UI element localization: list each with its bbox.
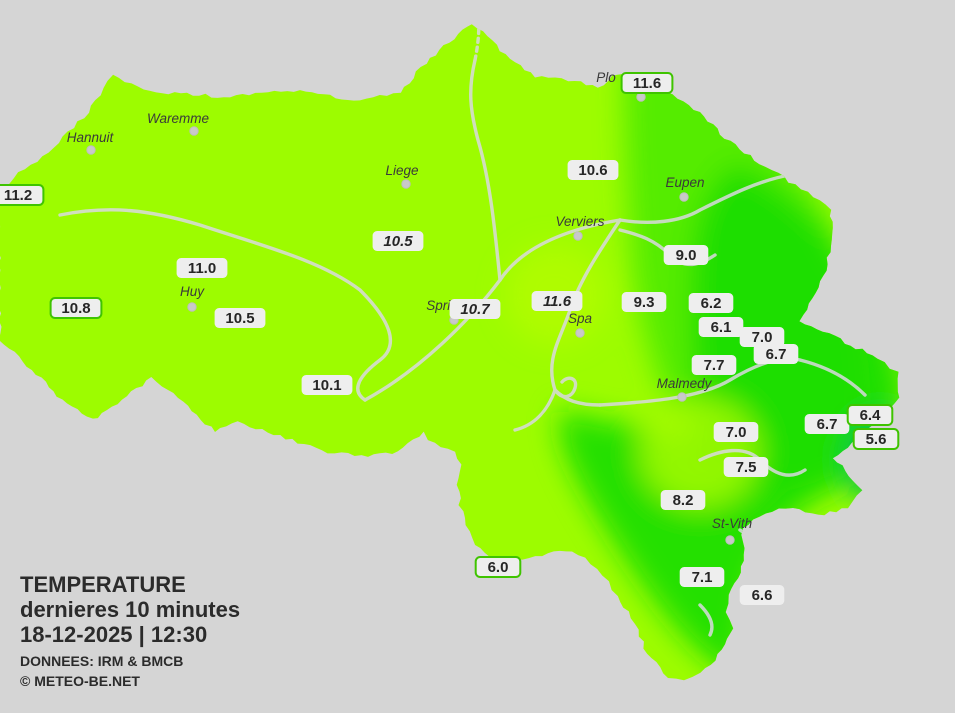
svg-text:11.6: 11.6	[633, 75, 661, 92]
svg-text:7.1: 7.1	[692, 569, 713, 586]
svg-text:Huy: Huy	[180, 284, 205, 299]
svg-text:11.6: 11.6	[543, 293, 572, 310]
svg-text:dernieres 10 minutes: dernieres 10 minutes	[20, 597, 240, 622]
svg-text:10.6: 10.6	[578, 162, 607, 179]
svg-text:Plo: Plo	[596, 70, 616, 85]
svg-text:TEMPERATURE: TEMPERATURE	[20, 572, 186, 597]
svg-text:10.5: 10.5	[383, 233, 413, 250]
svg-text:10.1: 10.1	[312, 377, 341, 394]
svg-text:11.0: 11.0	[188, 260, 216, 277]
svg-text:© METEO-BE.NET: © METEO-BE.NET	[20, 673, 140, 689]
svg-text:Malmedy: Malmedy	[657, 376, 713, 391]
svg-text:10.7: 10.7	[460, 301, 490, 318]
svg-text:Verviers: Verviers	[555, 214, 604, 229]
svg-text:Eupen: Eupen	[665, 175, 704, 190]
svg-text:Waremme: Waremme	[147, 111, 209, 126]
svg-text:8.2: 8.2	[673, 492, 694, 509]
svg-text:10.5: 10.5	[225, 310, 254, 327]
svg-text:6.4: 6.4	[860, 407, 882, 424]
svg-text:11.2: 11.2	[4, 187, 32, 204]
svg-text:10.8: 10.8	[61, 300, 90, 317]
svg-text:Liege: Liege	[385, 163, 418, 178]
svg-text:DONNEES: IRM & BMCB: DONNEES: IRM & BMCB	[20, 653, 183, 669]
svg-text:7.0: 7.0	[726, 424, 747, 441]
svg-text:6.7: 6.7	[817, 416, 838, 433]
svg-text:18-12-2025 | 12:30: 18-12-2025 | 12:30	[20, 622, 207, 647]
svg-text:6.1: 6.1	[711, 319, 732, 336]
svg-text:7.0: 7.0	[752, 329, 773, 346]
svg-text:St-Vith: St-Vith	[712, 516, 752, 531]
svg-text:6.0: 6.0	[488, 559, 509, 576]
svg-text:6.7: 6.7	[766, 346, 787, 363]
svg-text:6.2: 6.2	[701, 295, 722, 312]
svg-text:Spa: Spa	[568, 311, 593, 326]
svg-text:6.6: 6.6	[752, 587, 773, 604]
svg-text:7.7: 7.7	[704, 357, 725, 374]
svg-text:Hannuit: Hannuit	[67, 130, 115, 145]
svg-text:9.3: 9.3	[634, 294, 655, 311]
svg-text:5.6: 5.6	[866, 431, 887, 448]
svg-text:9.0: 9.0	[676, 247, 697, 264]
svg-text:7.5: 7.5	[736, 459, 757, 476]
